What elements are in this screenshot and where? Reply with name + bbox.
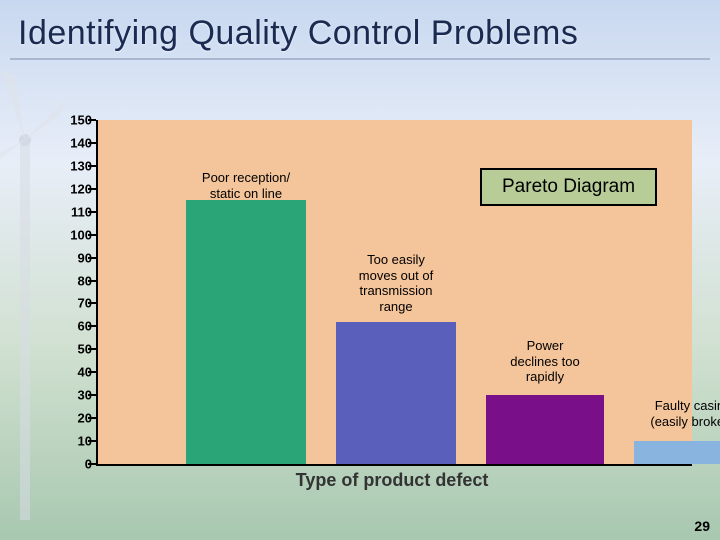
y-tick-label: 90 <box>52 250 92 265</box>
y-tick-label: 110 <box>52 204 92 219</box>
y-tick-label: 80 <box>52 273 92 288</box>
bar <box>336 322 456 464</box>
y-tick-label: 140 <box>52 135 92 150</box>
title-underline <box>10 58 710 60</box>
y-tick-label: 100 <box>52 227 92 242</box>
y-axis <box>96 120 98 466</box>
slide: Identifying Quality Control Problems 010… <box>0 0 720 540</box>
x-axis-title: Type of product defect <box>52 470 720 491</box>
page-title: Identifying Quality Control Problems <box>18 14 578 53</box>
bar <box>486 395 604 464</box>
x-axis <box>96 464 692 466</box>
y-tick-label: 40 <box>52 365 92 380</box>
y-tick-label: 50 <box>52 342 92 357</box>
bar <box>634 441 720 464</box>
bar-label: Powerdeclines toorapidly <box>480 338 610 385</box>
bar-label: Too easilymoves out oftransmissionrange <box>331 252 461 314</box>
bar <box>186 200 306 464</box>
y-tick-label: 10 <box>52 434 92 449</box>
y-tick-label: 150 <box>52 113 92 128</box>
diagram-type-label: Pareto Diagram <box>502 176 635 197</box>
page-number: 29 <box>694 518 710 534</box>
bar-label: Poor reception/static on line <box>181 170 311 201</box>
y-tick-label: 70 <box>52 296 92 311</box>
bar-label: Faulty casing(easily broken) <box>628 398 720 429</box>
pareto-chart: 0102030405060708090100110120130140150 Po… <box>52 120 692 490</box>
y-tick-label: 130 <box>52 158 92 173</box>
diagram-type-box: Pareto Diagram <box>480 168 657 206</box>
y-tick-label: 20 <box>52 411 92 426</box>
y-tick-label: 30 <box>52 388 92 403</box>
y-tick-label: 60 <box>52 319 92 334</box>
y-tick-label: 120 <box>52 181 92 196</box>
